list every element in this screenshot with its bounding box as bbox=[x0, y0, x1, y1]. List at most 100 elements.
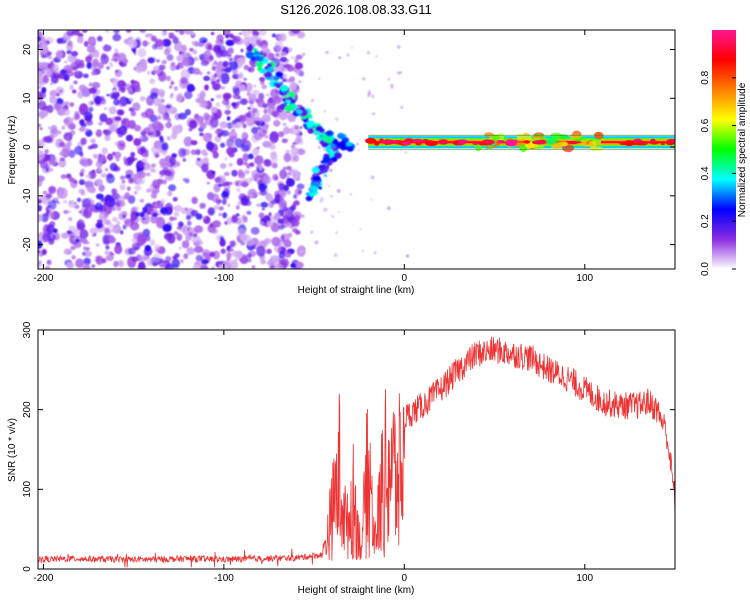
spectrogram-ytick-label: 0 bbox=[22, 144, 33, 150]
noise-blob bbox=[83, 73, 89, 79]
noise-blob bbox=[50, 128, 59, 138]
trace-peak bbox=[453, 140, 459, 145]
noise-blob bbox=[220, 130, 230, 137]
noise-blob bbox=[250, 227, 260, 235]
noise-blob bbox=[266, 220, 274, 227]
noise-blob bbox=[118, 125, 127, 136]
noise-blob bbox=[182, 158, 186, 162]
branch-blob bbox=[309, 185, 318, 193]
noise-blob bbox=[264, 159, 269, 164]
noise-blob bbox=[235, 122, 242, 129]
noise-blob bbox=[141, 158, 148, 164]
branch-blob bbox=[318, 164, 326, 171]
noise-blob bbox=[82, 264, 91, 269]
noise-blob bbox=[271, 140, 275, 145]
noise-blob bbox=[155, 39, 166, 47]
noise-blob bbox=[63, 200, 68, 204]
spectrogram-content bbox=[38, 30, 675, 269]
noise-blob bbox=[259, 189, 267, 196]
noise-blob bbox=[184, 207, 189, 212]
noise-blob bbox=[203, 75, 211, 81]
noise-blob bbox=[211, 65, 217, 71]
noise-blob bbox=[60, 174, 67, 180]
noise-blob bbox=[58, 158, 67, 168]
trace-peak bbox=[524, 140, 531, 144]
noise-blob bbox=[227, 54, 232, 58]
noise-blob bbox=[283, 64, 288, 68]
noise-blob bbox=[284, 210, 292, 217]
noise-blob bbox=[145, 172, 151, 177]
noise-blob bbox=[68, 217, 73, 222]
noise-blob bbox=[71, 255, 76, 260]
noise-blob bbox=[243, 161, 248, 166]
noise-blob bbox=[349, 193, 352, 196]
noise-blob bbox=[40, 62, 48, 67]
trace-peak bbox=[472, 142, 479, 145]
noise-blob bbox=[157, 115, 162, 120]
noise-blob bbox=[181, 240, 190, 249]
noise-blob bbox=[319, 197, 324, 202]
noise-blob bbox=[390, 85, 394, 89]
noise-blob bbox=[237, 169, 244, 177]
noise-blob bbox=[188, 127, 193, 132]
noise-blob bbox=[338, 139, 340, 142]
noise-blob bbox=[224, 67, 228, 71]
noise-blob bbox=[83, 41, 89, 47]
noise-blob bbox=[88, 106, 94, 112]
noise-blob bbox=[122, 224, 127, 230]
noise-blob bbox=[83, 250, 93, 258]
noise-blob bbox=[56, 93, 60, 97]
noise-blob bbox=[229, 57, 233, 62]
noise-blob bbox=[166, 54, 174, 61]
branch-blob bbox=[346, 145, 354, 152]
noise-blob bbox=[78, 119, 85, 126]
noise-blob bbox=[247, 107, 251, 110]
branch-blob bbox=[305, 195, 313, 202]
noise-blob bbox=[290, 263, 297, 269]
noise-blob bbox=[276, 105, 283, 113]
noise-blob bbox=[82, 161, 88, 168]
noise-blob bbox=[223, 171, 230, 177]
noise-blob bbox=[119, 175, 126, 180]
noise-blob bbox=[134, 184, 142, 191]
noise-blob bbox=[153, 70, 157, 74]
noise-blob bbox=[323, 207, 328, 212]
spectrogram-xtick-label: 0 bbox=[402, 273, 408, 284]
noise-blob bbox=[400, 105, 404, 109]
noise-blob bbox=[252, 89, 260, 96]
noise-blob bbox=[243, 64, 250, 71]
colorbar-label: Normalized spectral amplitude bbox=[737, 82, 748, 217]
noise-blob bbox=[274, 40, 284, 52]
noise-blob bbox=[246, 118, 255, 127]
noise-blob bbox=[282, 73, 288, 80]
noise-blob bbox=[88, 82, 93, 87]
noise-blob bbox=[249, 177, 254, 181]
noise-blob bbox=[314, 240, 319, 245]
noise-blob bbox=[375, 55, 378, 58]
noise-blob bbox=[200, 60, 209, 67]
spectrogram-ytick-label: -10 bbox=[22, 188, 33, 203]
noise-blob bbox=[64, 60, 68, 64]
noise-blob bbox=[195, 254, 203, 262]
trace-glow bbox=[523, 134, 532, 141]
noise-blob bbox=[49, 95, 57, 104]
noise-blob bbox=[317, 146, 321, 149]
noise-blob bbox=[291, 219, 300, 228]
noise-blob bbox=[279, 63, 288, 72]
noise-blob bbox=[157, 103, 167, 115]
noise-blob bbox=[221, 191, 229, 198]
noise-blob bbox=[259, 76, 266, 82]
main-trace bbox=[365, 130, 675, 153]
noise-blob bbox=[177, 221, 184, 228]
noise-blob bbox=[210, 31, 215, 36]
noise-blob bbox=[71, 89, 77, 94]
noise-blob bbox=[47, 126, 52, 130]
noise-blob bbox=[197, 41, 205, 47]
noise-blob bbox=[38, 71, 43, 78]
noise-blob bbox=[136, 178, 146, 185]
noise-blob bbox=[294, 230, 301, 235]
noise-blob bbox=[221, 86, 226, 90]
noise-blob bbox=[285, 166, 292, 171]
noise-blob bbox=[176, 226, 183, 230]
noise-blob bbox=[229, 247, 234, 252]
